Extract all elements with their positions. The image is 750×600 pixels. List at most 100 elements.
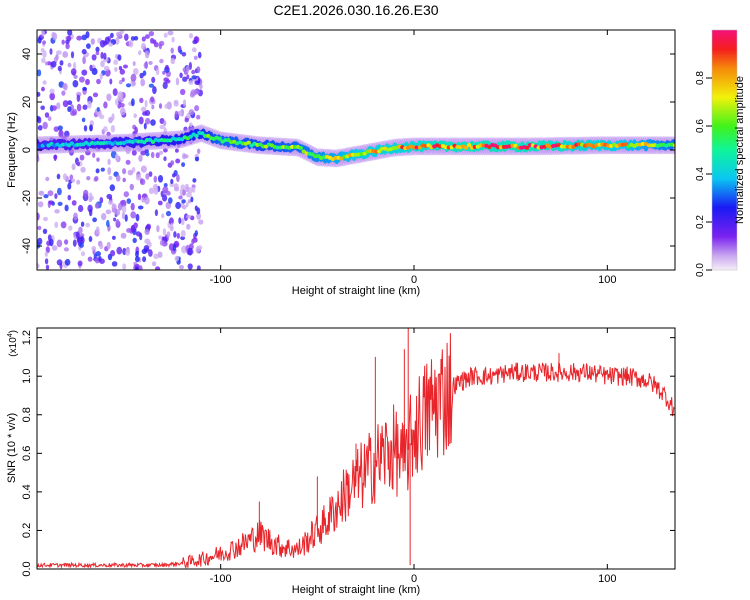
noise-blob — [152, 184, 158, 191]
ridge-core — [298, 146, 304, 150]
noise-blob — [72, 239, 77, 247]
noise-blob — [126, 198, 132, 204]
noise-blob — [117, 54, 122, 61]
noise-blob — [121, 77, 125, 82]
noise-blob — [181, 162, 186, 168]
noise-blob — [37, 116, 42, 124]
noise-blob — [117, 91, 124, 99]
noise-blob — [179, 188, 183, 197]
noise-blob — [116, 246, 123, 255]
bottom-y-multiplier: (x104) — [7, 330, 19, 357]
noise-blob — [101, 213, 107, 221]
noise-blob — [119, 103, 125, 108]
noise-blob — [113, 59, 118, 65]
y-tick-label: 0 — [21, 147, 33, 153]
noise-blob — [170, 160, 175, 166]
noise-blob — [43, 216, 48, 222]
noise-blob — [191, 238, 195, 245]
noise-blob — [162, 194, 168, 202]
noise-blob — [170, 222, 174, 230]
noise-blob — [108, 200, 114, 206]
ridge-core — [217, 136, 222, 141]
noise-blob — [156, 225, 160, 233]
noise-blob — [134, 126, 138, 135]
noise-blob — [135, 174, 142, 181]
y-tick-label: 40 — [21, 48, 33, 60]
noise-blob — [141, 36, 146, 42]
noise-blob — [140, 78, 146, 87]
noise-blob — [116, 31, 122, 37]
noise-blob — [137, 205, 144, 210]
noise-blob — [121, 205, 127, 214]
noise-blob — [47, 116, 52, 121]
noise-blob — [189, 122, 193, 127]
noise-blob — [44, 112, 50, 118]
noise-blob — [175, 201, 182, 210]
noise-blob — [82, 56, 86, 65]
y-tick-label: 0.0 — [21, 561, 33, 576]
noise-blob — [155, 266, 161, 270]
ridge-core — [188, 134, 193, 139]
noise-blob — [80, 221, 85, 227]
noise-blob — [37, 212, 40, 221]
noise-blob — [124, 33, 129, 41]
noise-blob — [37, 263, 40, 269]
noise-blob — [67, 182, 72, 190]
noise-blob — [138, 50, 142, 56]
ridge-core — [142, 140, 147, 145]
noise-blob — [45, 176, 50, 182]
noise-blob — [56, 259, 63, 266]
noise-blob — [186, 214, 192, 219]
colorbar-tick-label: 0.6 — [695, 119, 706, 133]
noise-blob — [144, 50, 150, 59]
noise-blob — [120, 232, 127, 239]
noise-blob — [163, 120, 167, 127]
noise-blob — [127, 169, 134, 176]
noise-blob — [186, 223, 191, 230]
noise-blob — [70, 110, 77, 116]
noise-blob — [37, 69, 42, 77]
noise-blob — [158, 235, 163, 240]
noise-blob — [37, 125, 43, 131]
noise-blob — [158, 43, 162, 50]
noise-blob — [148, 61, 153, 65]
noise-blob — [135, 231, 141, 237]
noise-blob — [133, 36, 139, 41]
noise-blob — [42, 121, 48, 130]
noise-blob — [170, 47, 174, 54]
noise-blob — [181, 52, 187, 57]
noise-blob — [89, 192, 93, 199]
noise-blob — [159, 239, 165, 246]
noise-blob — [125, 159, 131, 165]
noise-blob — [174, 255, 180, 262]
noise-blob — [175, 148, 179, 153]
noise-blob — [199, 84, 203, 89]
ridge-core — [200, 131, 205, 136]
top-x-axis-label: Height of straight line (km) — [292, 285, 420, 297]
noise-blob — [100, 60, 105, 68]
bottom-plot: 0.0 0.2 0.4 0.6 0.8 1.0 1.2 -100 0 100 Height of… — [6, 327, 676, 596]
noise-blob — [181, 217, 185, 226]
snr-spikes — [258, 328, 560, 566]
noise-blob — [141, 197, 145, 203]
noise-blob — [190, 196, 194, 203]
noise-blob — [109, 78, 113, 85]
noise-blob — [112, 88, 118, 96]
noise-blob — [131, 98, 135, 107]
noise-blob — [164, 104, 169, 109]
noise-blob — [79, 76, 85, 83]
noise-blob — [165, 64, 169, 71]
noise-blob — [54, 193, 58, 200]
noise-blob — [169, 182, 175, 188]
noise-blob — [71, 178, 76, 183]
noise-blob — [64, 130, 70, 138]
ridge-core — [672, 143, 675, 148]
noise-blob — [62, 173, 68, 181]
noise-blob — [99, 72, 103, 80]
noise-blob — [59, 60, 64, 66]
noise-blob — [187, 247, 193, 256]
noise-blob — [151, 76, 156, 83]
noise-blob — [54, 209, 60, 214]
noise-blob — [180, 88, 186, 96]
